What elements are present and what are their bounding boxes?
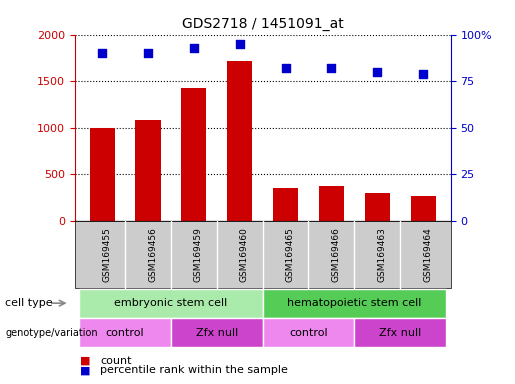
Text: percentile rank within the sample: percentile rank within the sample: [100, 365, 288, 375]
Point: [98, 50, 106, 56]
Text: GSM169465: GSM169465: [286, 227, 295, 282]
Point: [373, 69, 382, 75]
Bar: [273, 188, 298, 221]
Text: GSM169463: GSM169463: [377, 227, 386, 282]
Bar: [365, 193, 390, 221]
Title: GDS2718 / 1451091_at: GDS2718 / 1451091_at: [182, 17, 344, 31]
Text: ■: ■: [80, 356, 90, 366]
Point: [282, 65, 290, 71]
Text: genotype/variation: genotype/variation: [5, 328, 98, 338]
Text: GSM169466: GSM169466: [332, 227, 340, 282]
Bar: [410, 196, 436, 221]
Point: [190, 45, 198, 51]
Point: [235, 41, 244, 47]
Text: GSM169464: GSM169464: [423, 227, 432, 282]
Text: cell type: cell type: [5, 298, 53, 308]
Text: GSM169455: GSM169455: [102, 227, 111, 282]
Text: GSM169460: GSM169460: [239, 227, 249, 282]
Bar: [181, 88, 207, 221]
Text: Zfx null: Zfx null: [379, 328, 421, 338]
Text: hematopoietic stem cell: hematopoietic stem cell: [287, 298, 422, 308]
Text: count: count: [100, 356, 132, 366]
Text: control: control: [289, 328, 328, 338]
Bar: [90, 128, 115, 221]
Bar: [227, 61, 252, 221]
Point: [419, 71, 427, 77]
Text: ■: ■: [80, 365, 90, 375]
Text: embryonic stem cell: embryonic stem cell: [114, 298, 228, 308]
Text: control: control: [106, 328, 144, 338]
Point: [144, 50, 152, 56]
Point: [328, 65, 336, 71]
Text: GSM169459: GSM169459: [194, 227, 203, 282]
Text: Zfx null: Zfx null: [196, 328, 238, 338]
Text: GSM169456: GSM169456: [148, 227, 157, 282]
Bar: [319, 186, 344, 221]
Bar: [135, 120, 161, 221]
